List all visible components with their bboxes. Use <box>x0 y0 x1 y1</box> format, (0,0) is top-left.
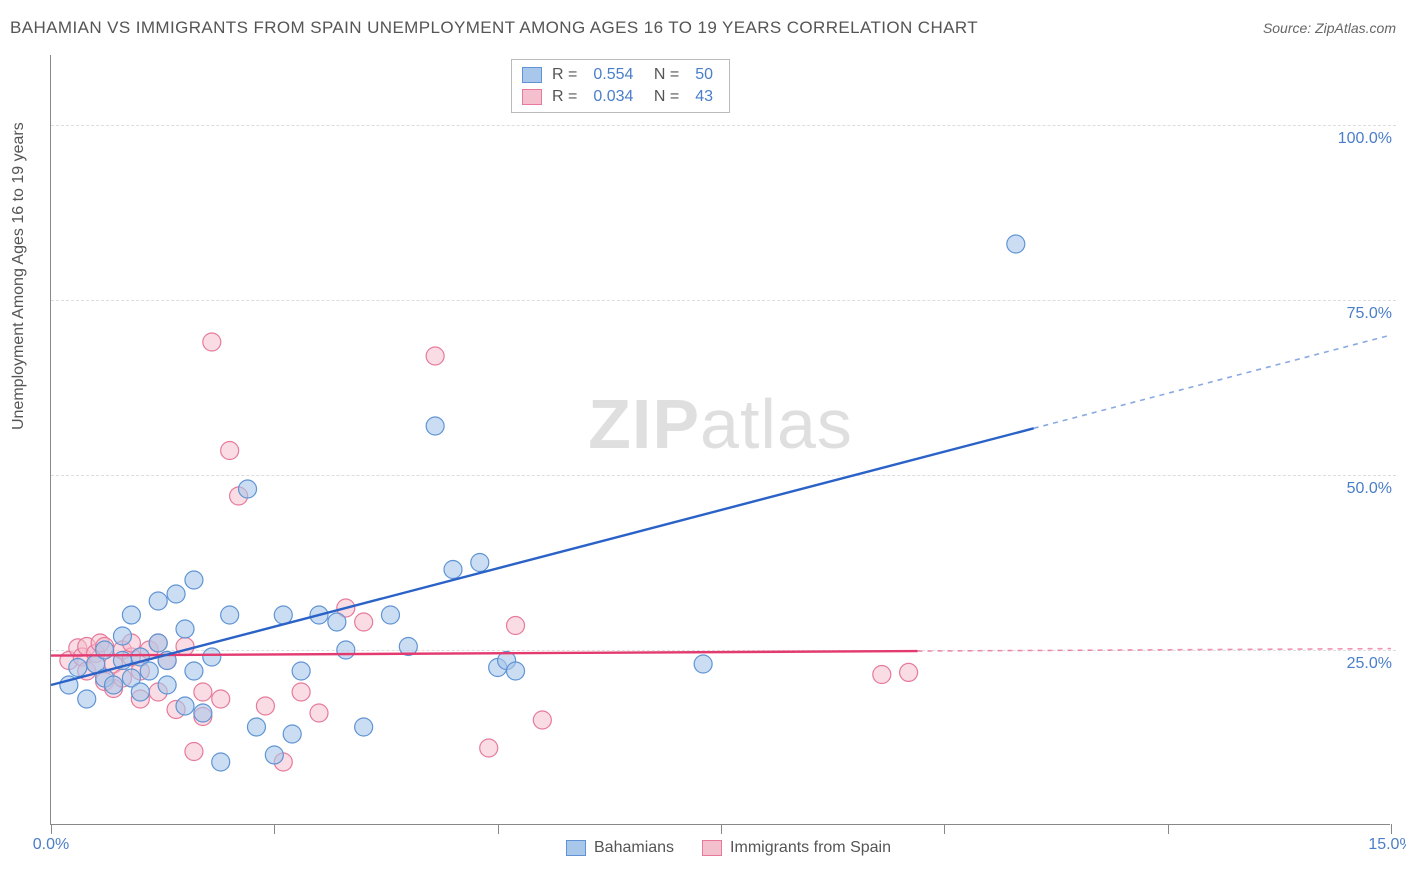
data-point <box>426 417 444 435</box>
x-tick <box>1168 824 1169 834</box>
data-point <box>265 746 283 764</box>
plot-area: 25.0%50.0%75.0%100.0% ZIPatlas R =0.554 … <box>50 55 1390 825</box>
legend-label-spain: Immigrants from Spain <box>730 839 891 857</box>
swatch-spain-icon <box>522 89 542 105</box>
data-point <box>149 592 167 610</box>
data-point <box>185 571 203 589</box>
data-point <box>292 683 310 701</box>
data-point <box>149 634 167 652</box>
data-point <box>122 606 140 624</box>
data-point <box>310 704 328 722</box>
data-point <box>283 725 301 743</box>
data-point <box>185 662 203 680</box>
x-tick-label: 0.0% <box>33 836 69 854</box>
data-point <box>69 659 87 677</box>
data-point <box>158 676 176 694</box>
data-point <box>256 697 274 715</box>
data-point <box>444 561 462 579</box>
data-point <box>471 554 489 572</box>
data-point <box>480 739 498 757</box>
data-point <box>78 690 96 708</box>
source-label: Source: ZipAtlas.com <box>1263 20 1396 36</box>
data-point <box>1007 235 1025 253</box>
data-point <box>507 617 525 635</box>
data-point <box>355 718 373 736</box>
legend-label-bahamians: Bahamians <box>594 839 674 857</box>
data-point <box>900 663 918 681</box>
data-point <box>167 585 185 603</box>
data-point <box>328 613 346 631</box>
x-tick <box>721 824 722 834</box>
trend-line <box>51 428 1034 685</box>
x-tick <box>1391 824 1392 834</box>
data-point <box>203 648 221 666</box>
swatch-spain-icon <box>702 840 722 856</box>
data-point <box>239 480 257 498</box>
data-point <box>140 662 158 680</box>
swatch-bahamians-icon <box>522 67 542 83</box>
data-point <box>105 676 123 694</box>
series-legend: Bahamians Immigrants from Spain <box>566 839 891 857</box>
data-point <box>221 442 239 460</box>
x-tick-label: 15.0% <box>1368 836 1406 854</box>
data-point <box>247 718 265 736</box>
data-point <box>381 606 399 624</box>
data-point <box>131 683 149 701</box>
data-point <box>113 627 131 645</box>
swatch-bahamians-icon <box>566 840 586 856</box>
scatter-svg <box>51 55 1390 824</box>
data-point <box>533 711 551 729</box>
data-point <box>292 662 310 680</box>
data-point <box>176 620 194 638</box>
x-tick <box>274 824 275 834</box>
data-point <box>694 655 712 673</box>
data-point <box>873 666 891 684</box>
data-point <box>203 333 221 351</box>
data-point <box>274 606 292 624</box>
data-point <box>426 347 444 365</box>
x-tick <box>944 824 945 834</box>
x-tick <box>498 824 499 834</box>
trend-line-extrapolated <box>1034 335 1391 428</box>
data-point <box>507 662 525 680</box>
data-point <box>355 613 373 631</box>
x-tick <box>51 824 52 834</box>
data-point <box>212 690 230 708</box>
data-point <box>194 683 212 701</box>
y-axis-label: Unemployment Among Ages 16 to 19 years <box>10 122 28 430</box>
data-point <box>194 704 212 722</box>
data-point <box>212 753 230 771</box>
data-point <box>337 641 355 659</box>
correlation-legend: R =0.554 N =50 R =0.034 N =43 <box>511 59 730 113</box>
chart-title: BAHAMIAN VS IMMIGRANTS FROM SPAIN UNEMPL… <box>10 18 978 38</box>
data-point <box>185 743 203 761</box>
data-point <box>221 606 239 624</box>
trend-line-extrapolated <box>918 649 1391 651</box>
data-point <box>176 697 194 715</box>
